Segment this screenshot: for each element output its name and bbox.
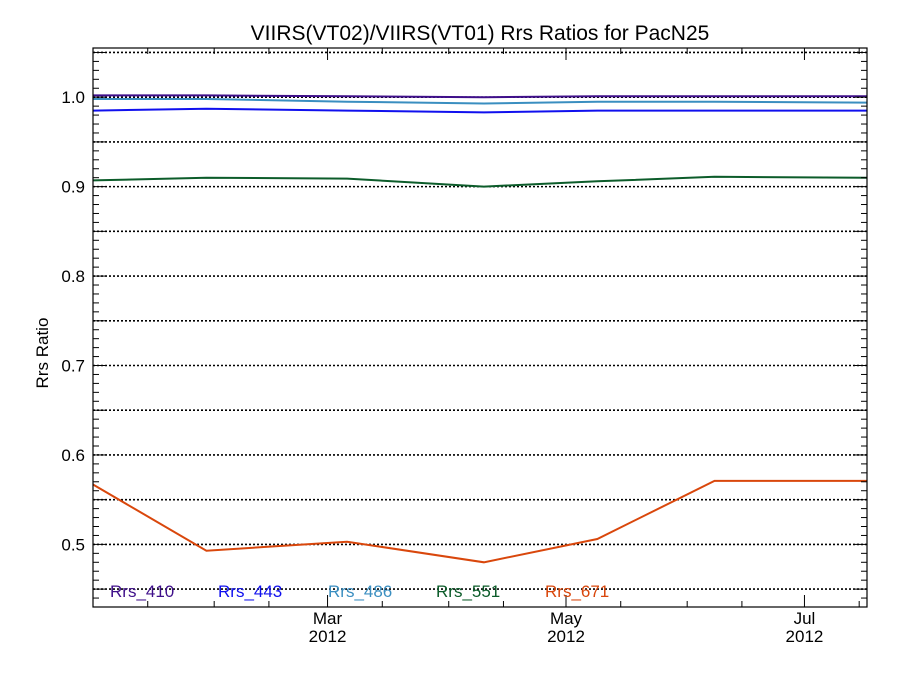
series-line-rrs-443 bbox=[92, 107, 867, 114]
chart-title: VIIRS(VT02)/VIIRS(VT01) Rrs Ratios for P… bbox=[251, 22, 710, 45]
y-tick-label: 0.8 bbox=[61, 267, 85, 286]
legend-entry-rrs-486: Rrs_486 bbox=[328, 582, 392, 601]
y-tick-label: 0.6 bbox=[61, 446, 85, 465]
series-line-rrs-410 bbox=[93, 94, 867, 99]
legend-entry-rrs-671: Rrs_671 bbox=[545, 582, 609, 601]
y-tick-label: 0.5 bbox=[61, 535, 85, 554]
y-tick-labels: 0.5 0.6 0.7 0.8 0.9 1.0 bbox=[61, 88, 85, 554]
x-tick-label-month: Jul bbox=[794, 609, 816, 628]
series-lines bbox=[92, 94, 868, 564]
y-tick-label: 1.0 bbox=[61, 88, 85, 107]
series-line-rrs-486 bbox=[93, 98, 868, 105]
y-tick-label: 0.7 bbox=[61, 357, 85, 376]
legend-entry-rrs-443: Rrs_443 bbox=[218, 582, 282, 601]
x-tick-label-month: Mar bbox=[313, 609, 343, 628]
y-tick-label: 0.9 bbox=[61, 178, 85, 197]
legend-entry-rrs-551: Rrs_551 bbox=[436, 582, 500, 601]
x-tick-label-year: 2012 bbox=[309, 627, 347, 646]
axis-ticks bbox=[92, 48, 867, 608]
legend-entry-rrs-410: Rrs_410 bbox=[110, 582, 174, 601]
x-tick-label-year: 2012 bbox=[547, 627, 585, 646]
plot-frame bbox=[92, 47, 868, 608]
grid-lines bbox=[93, 51, 867, 590]
y-axis-label: Rrs Ratio bbox=[33, 318, 52, 389]
series-line-rrs-671 bbox=[92, 479, 867, 564]
legend: Rrs_410 Rrs_443 Rrs_486 Rrs_551 Rrs_671 bbox=[110, 582, 609, 601]
series-line-rrs-551 bbox=[92, 175, 868, 188]
x-tick-label-year: 2012 bbox=[786, 627, 824, 646]
x-tick-label-month: May bbox=[550, 609, 583, 628]
